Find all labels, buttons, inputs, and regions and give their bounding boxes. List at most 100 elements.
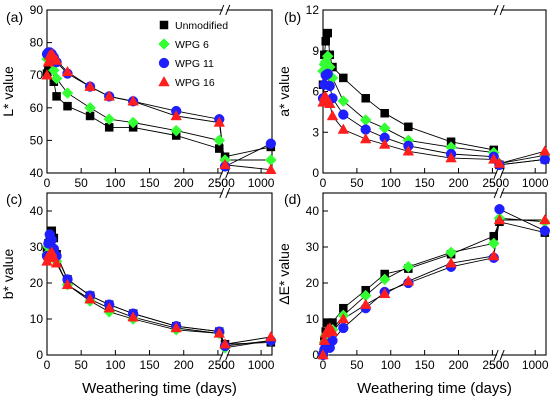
data-point <box>445 152 457 163</box>
data-point <box>61 87 74 99</box>
axis-break-mark <box>493 4 499 16</box>
data-point <box>326 109 339 121</box>
y-axis-label: a* value <box>276 66 292 117</box>
data-point <box>337 123 350 134</box>
data-point <box>317 348 329 360</box>
legend-marker <box>158 38 170 50</box>
data-point <box>50 54 63 65</box>
legend-entry: WPG 16 <box>175 77 215 89</box>
axis-break-mark <box>225 187 231 199</box>
x-tick-label: 250 <box>482 176 502 190</box>
series-line <box>46 251 271 345</box>
y-axis-label: L* value <box>0 66 16 117</box>
x-tick-label: 100 <box>381 358 401 372</box>
x-tick-label: 100 <box>105 358 125 372</box>
y-axis-label: ΔE* value <box>276 243 292 305</box>
axis-break-gap <box>497 5 502 15</box>
y-tick-label: 20 <box>30 276 44 290</box>
x-tick-label: 100 <box>381 176 401 190</box>
x-tick-label: 150 <box>415 358 435 372</box>
panel-label: (c) <box>6 191 22 207</box>
legend-marker <box>158 75 170 87</box>
series-line <box>322 221 545 356</box>
y-tick-label: 6 <box>312 85 319 99</box>
series-line <box>46 54 271 158</box>
data-point <box>378 273 391 286</box>
series-line <box>46 242 271 349</box>
series-line <box>322 219 545 356</box>
data-point <box>265 330 277 342</box>
data-point <box>265 163 277 174</box>
y-tick-label: 90 <box>30 3 44 17</box>
y-tick-label: 70 <box>30 68 44 82</box>
x-tick-label: 250 <box>208 358 228 372</box>
data-point <box>338 322 349 334</box>
y-tick-label: 80 <box>30 36 44 50</box>
x-tick-label: 1000 <box>522 176 549 190</box>
axis-break-mark <box>499 349 505 361</box>
data-point <box>127 95 139 106</box>
data-point <box>493 213 506 225</box>
data-point <box>378 287 391 299</box>
data-point <box>378 138 391 149</box>
data-point <box>321 50 334 63</box>
axis-break-mark <box>493 349 499 361</box>
legend-entry: WPG 6 <box>175 39 209 51</box>
axis-break-mark <box>499 167 505 179</box>
x-tick-label: 0 <box>44 176 51 190</box>
data-point <box>402 275 415 286</box>
axis-break-mark <box>219 187 225 199</box>
data-point <box>46 234 57 245</box>
series-line <box>322 208 545 356</box>
y-axis-label: b* value <box>0 248 16 299</box>
plot-frame <box>322 9 547 174</box>
y-tick-label: 10 <box>306 312 320 326</box>
axis-break-gap <box>222 350 227 360</box>
data-point <box>378 122 391 135</box>
x-tick-label: 150 <box>140 176 160 190</box>
x-tick-label: 100 <box>105 176 125 190</box>
data-point <box>339 73 348 83</box>
y-tick-label: 30 <box>30 240 44 254</box>
axis-break-gap <box>222 168 227 178</box>
y-tick-label: 12 <box>306 3 320 17</box>
y-tick-label: 9 <box>312 44 319 58</box>
data-point <box>322 68 333 79</box>
legend-marker <box>158 57 170 69</box>
data-point <box>84 101 96 114</box>
x-tick-label: 500 <box>489 358 509 372</box>
data-point <box>361 94 370 103</box>
data-point <box>445 257 457 268</box>
data-point <box>170 109 182 121</box>
axis-break-mark <box>219 4 225 16</box>
axis-break-gap <box>222 188 227 198</box>
data-point <box>488 249 500 261</box>
panel-label: (d) <box>284 191 301 207</box>
x-tick-label: 250 <box>482 358 502 372</box>
y-tick-label: 50 <box>30 133 44 147</box>
axis-break-mark <box>493 167 499 179</box>
x-tick-label: 200 <box>448 358 468 372</box>
data-point <box>338 109 349 120</box>
data-point <box>61 278 74 290</box>
series-line <box>322 73 545 166</box>
data-point <box>337 95 350 107</box>
data-point <box>103 113 116 126</box>
x-axis-label: Weathering time (days) <box>357 380 512 397</box>
data-point <box>219 338 231 349</box>
x-tick-label: 1000 <box>522 358 549 372</box>
x-tick-label: 200 <box>174 176 194 190</box>
y-tick-label: 40 <box>30 166 44 180</box>
y-tick-label: 20 <box>306 276 320 290</box>
x-tick-label: 50 <box>350 176 364 190</box>
x-tick-label: 200 <box>448 176 468 190</box>
data-point <box>61 65 74 77</box>
plot-frame <box>322 192 547 356</box>
y-tick-label: 30 <box>306 240 320 254</box>
legend-entry: Unmodified <box>175 20 228 32</box>
data-point <box>219 158 231 170</box>
x-tick-label: 500 <box>215 358 235 372</box>
data-point <box>337 312 350 324</box>
